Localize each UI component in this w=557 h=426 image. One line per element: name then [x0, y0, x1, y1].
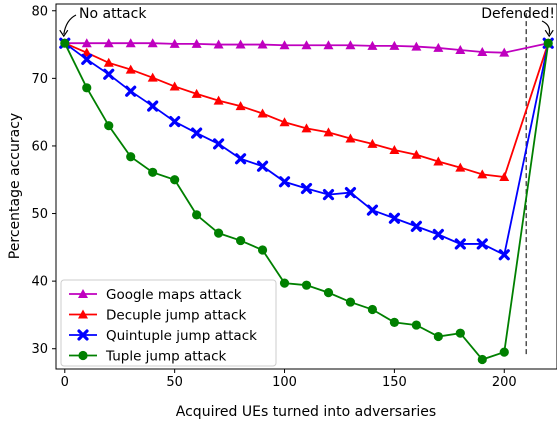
data-point — [126, 152, 135, 161]
x-tick-label: 200 — [492, 375, 517, 390]
y-tick-label: 80 — [31, 4, 48, 19]
data-point — [192, 210, 201, 219]
y-axis-label: Percentage accuracy — [7, 113, 23, 259]
data-point — [82, 83, 91, 92]
data-point — [456, 329, 465, 338]
y-tick-label: 60 — [31, 139, 48, 154]
data-point — [390, 318, 399, 327]
x-tick-label: 100 — [272, 375, 297, 390]
annotation-no-attack: No attack — [79, 6, 147, 22]
data-point — [104, 121, 113, 130]
x-tick-label: 150 — [382, 375, 407, 390]
data-point — [60, 39, 69, 48]
data-point — [500, 348, 509, 357]
y-tick-label: 40 — [31, 275, 48, 290]
legend: Google maps attack Decuple jump attack Qui… — [61, 280, 276, 366]
y-tick-label: 30 — [31, 342, 48, 357]
legend-label: Quintuple jump attack — [106, 328, 257, 344]
y-tick-label: 70 — [31, 72, 48, 87]
data-point — [544, 39, 553, 48]
data-point — [302, 281, 311, 290]
legend-label: Decuple jump attack — [106, 308, 246, 324]
legend-label: Tuple jump attack — [105, 349, 227, 365]
data-point — [236, 236, 245, 245]
annotation-defended: Defended! — [481, 6, 555, 22]
x-tick-label: 50 — [166, 375, 183, 390]
data-point — [170, 175, 179, 184]
data-point — [280, 279, 289, 288]
data-point — [214, 229, 223, 238]
data-point — [148, 168, 157, 177]
data-point — [324, 288, 333, 297]
data-point — [368, 305, 377, 314]
legend-label: Google maps attack — [106, 287, 242, 303]
data-point — [258, 245, 267, 254]
data-point — [434, 332, 443, 341]
data-point — [412, 320, 421, 329]
legend-marker — [78, 351, 87, 360]
data-point — [346, 297, 355, 306]
y-tick-label: 50 — [31, 207, 48, 222]
x-tick-label: 0 — [61, 375, 69, 390]
x-axis-label: Acquired UEs turned into adversaries — [176, 404, 436, 420]
data-point — [478, 355, 487, 364]
